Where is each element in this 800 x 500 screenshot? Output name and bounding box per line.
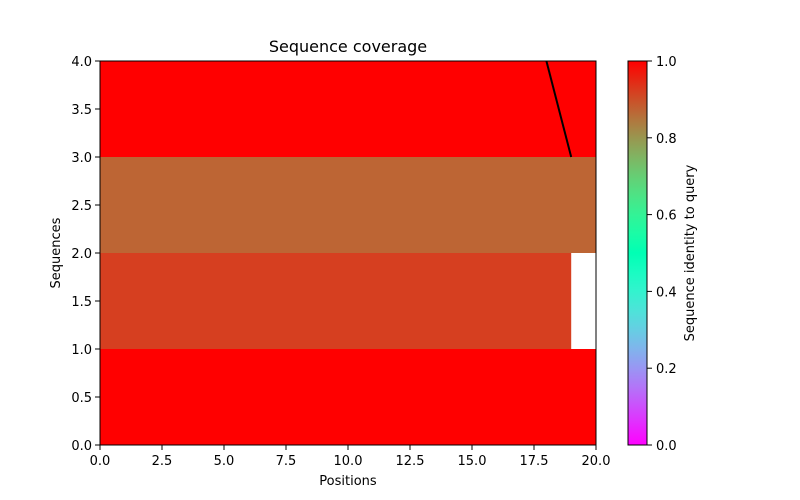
series-line xyxy=(545,60,573,158)
x-tick-label: 12.5 xyxy=(396,454,425,469)
colorbar-tick-label: 0.0 xyxy=(656,439,677,454)
colorbar-tick-label: 0.8 xyxy=(656,132,677,147)
y-tick-label: 1.0 xyxy=(71,343,92,358)
y-axis-label: Sequences xyxy=(49,217,64,288)
colorbar-tick-label: 0.4 xyxy=(656,285,677,300)
x-tick-label: 5.0 xyxy=(214,454,235,469)
x-tick-label: 20.0 xyxy=(582,454,611,469)
heatmap-cells xyxy=(100,61,596,445)
x-tick-label: 7.5 xyxy=(276,454,297,469)
chart-title: Sequence coverage xyxy=(269,37,427,56)
x-tick-label: 10.0 xyxy=(334,454,363,469)
y-tick-label: 1.5 xyxy=(71,295,92,310)
y-tick-label: 0.0 xyxy=(71,439,92,454)
y-tick-label: 3.0 xyxy=(71,151,92,166)
y-tick-label: 3.5 xyxy=(71,103,92,118)
x-axis-label: Positions xyxy=(319,474,377,489)
colorbar-tick-label: 0.2 xyxy=(656,362,677,377)
colorbar-label: Sequence identity to query xyxy=(683,164,698,341)
colorbar-tick-label: 0.6 xyxy=(656,209,677,224)
colorbar xyxy=(627,60,648,446)
line-overlay xyxy=(545,60,573,158)
y-axis-ticks: 0.0 0.5 1.0 1.5 2.0 2.5 3.0 3.5 4.0 xyxy=(71,55,100,454)
heatmap-cell-row-2-seg-0 xyxy=(100,157,596,253)
y-tick-label: 2.5 xyxy=(71,199,92,214)
x-tick-label: 17.5 xyxy=(520,454,549,469)
colorbar-ticks: 0.0 0.2 0.4 0.6 0.8 1.0 xyxy=(647,55,677,454)
heatmap-cell-row-0-seg-0 xyxy=(100,349,596,445)
y-tick-label: 2.0 xyxy=(71,247,92,262)
x-tick-label: 15.0 xyxy=(458,454,487,469)
x-tick-label: 2.5 xyxy=(152,454,173,469)
colorbar-tick-label: 1.0 xyxy=(656,55,677,70)
heatmap-cell-row-1-seg-0 xyxy=(100,253,572,349)
x-tick-label: 0.0 xyxy=(90,454,111,469)
y-tick-label: 0.5 xyxy=(71,391,92,406)
x-axis-ticks: 0.0 2.5 5.0 7.5 10.0 12.5 15.0 17.5 20.0 xyxy=(90,445,611,469)
y-tick-label: 4.0 xyxy=(71,55,92,70)
heatmap-cell-row-3-seg-0 xyxy=(100,61,596,157)
